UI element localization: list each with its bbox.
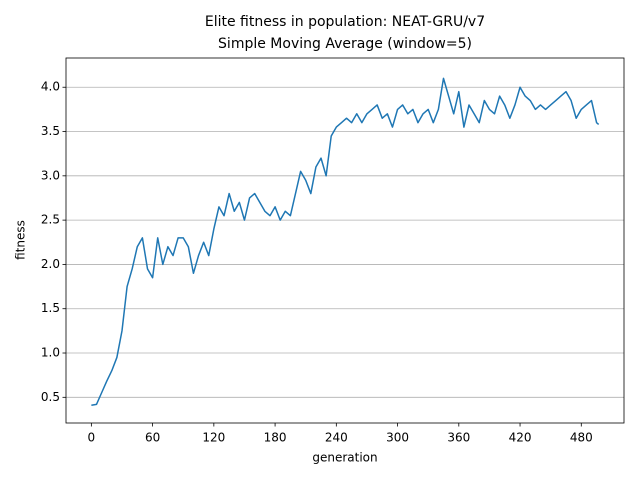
y-tick-label: 0.5 [41,390,60,404]
y-tick-label: 3.5 [41,124,60,138]
y-tick-label: 3.0 [41,168,60,182]
x-tick-label: 300 [386,431,409,445]
x-tick-label: 120 [202,431,225,445]
x-tick-label: 60 [145,431,160,445]
x-tick-label: 360 [447,431,470,445]
plot-frame [65,57,625,424]
y-tick-label: 2.5 [41,213,60,227]
data-line [91,77,600,407]
x-tick-label: 0 [88,431,96,445]
x-axis-label: generation [312,451,377,465]
y-tick-label: 2.0 [41,257,60,271]
y-tick-label: 1.0 [41,346,60,360]
x-tick-label: 180 [264,431,287,445]
chart-subtitle: Simple Moving Average (window=5) [218,36,472,52]
x-tick-label: 420 [509,431,532,445]
chart-title: Elite fitness in population: NEAT-GRU/v7 [205,14,485,30]
x-tick-label: 240 [325,431,348,445]
y-tick-label: 1.5 [41,301,60,315]
y-tick-label: 4.0 [41,80,60,94]
y-axis-label: fitness [14,220,28,260]
x-tick-label: 480 [570,431,593,445]
